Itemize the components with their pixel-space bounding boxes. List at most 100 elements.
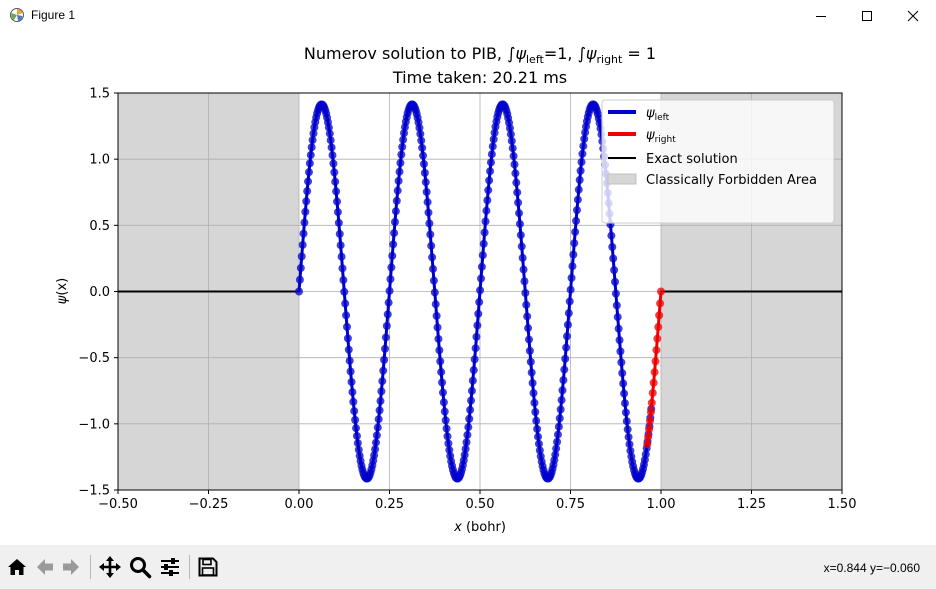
configure-subplots-button[interactable]	[157, 554, 183, 580]
series-left-point	[515, 209, 524, 218]
series-left-point	[527, 368, 536, 377]
series-left-point	[389, 240, 398, 249]
figure-canvas[interactable]: −0.50 −0.25 0.00 0.25 0.50 0.75 1.00 1.25 1.50 −1…	[0, 31, 936, 545]
series-left-point	[466, 405, 475, 414]
series-left-point	[463, 430, 472, 439]
chart[interactable]: −0.50 −0.25 0.00 0.25 0.50 0.75 1.00 1.25 1.50 −1…	[0, 31, 936, 545]
forward-button[interactable]	[58, 554, 84, 580]
series-left-point	[488, 142, 497, 151]
series-left-point	[620, 399, 629, 408]
series-right-point	[649, 378, 658, 387]
series-left-point	[462, 438, 471, 447]
legend-forbidden-label: Classically Forbidden Area	[646, 173, 817, 188]
series-left-point	[385, 286, 394, 295]
series-left-point	[394, 176, 403, 185]
series-left-point	[532, 416, 541, 425]
matplotlib-icon	[10, 8, 24, 22]
series-right-point	[644, 433, 653, 442]
series-left-point	[565, 297, 574, 306]
series-left-point	[617, 358, 626, 367]
y-tick-label: 0.0	[89, 285, 110, 300]
series-left-point	[552, 444, 561, 453]
series-left-point	[465, 414, 474, 423]
series-right-point	[652, 346, 661, 355]
sliders-icon	[161, 558, 179, 576]
y-tick-label: 1.0	[89, 153, 110, 168]
series-left-point	[620, 389, 629, 398]
series-left-point	[612, 301, 621, 310]
series-left-point	[423, 198, 432, 207]
series-left-point	[559, 376, 568, 385]
series-left-point	[386, 275, 395, 284]
series-left-point	[351, 415, 360, 424]
zoom-icon	[130, 557, 152, 579]
series-left-point	[334, 218, 343, 227]
minimize-button[interactable]	[798, 0, 844, 31]
series-left-point	[477, 274, 485, 283]
series-left-point	[564, 309, 573, 318]
x-tick-label: 1.25	[737, 497, 766, 512]
series-left-point	[534, 432, 543, 441]
series-left-point	[350, 407, 359, 416]
series-left-point	[390, 218, 399, 227]
save-button[interactable]	[195, 554, 221, 580]
series-left-point	[399, 135, 408, 144]
series-left-point	[371, 445, 380, 454]
series-left-point	[556, 405, 565, 414]
series-left-point	[460, 450, 469, 459]
legend: ψleft ψright Exact solution Classically …	[601, 99, 835, 224]
series-left-point	[438, 388, 447, 397]
series-left-point	[514, 198, 523, 207]
series-left-point	[526, 357, 535, 366]
series-left-point	[375, 406, 384, 415]
series-left-point	[425, 219, 434, 228]
series-left-point	[461, 444, 470, 453]
series-left-point	[400, 129, 409, 138]
series-left-point	[421, 178, 430, 187]
series-left-point	[347, 377, 356, 386]
series-left-point	[615, 336, 624, 345]
series-left-point	[346, 367, 355, 376]
series-left-point	[625, 440, 634, 449]
series-left-point	[618, 369, 627, 378]
series-left-point	[481, 217, 490, 226]
home-button[interactable]	[4, 554, 30, 580]
series-left-point	[376, 397, 385, 406]
series-left-point	[562, 343, 571, 352]
series-left-point	[621, 408, 630, 417]
series-right-point	[645, 425, 654, 434]
series-left-point	[377, 387, 386, 396]
series-left-point	[515, 219, 524, 228]
series-left-point	[551, 450, 560, 459]
series-left-point	[390, 229, 399, 238]
back-button[interactable]	[32, 554, 58, 580]
series-left-point	[524, 335, 533, 344]
series-left-point	[338, 264, 347, 273]
maximize-button[interactable]	[844, 0, 890, 31]
series-left-point	[474, 309, 483, 318]
series-left-point	[419, 151, 428, 160]
legend-left-label: ψleft	[646, 106, 670, 123]
minimize-icon	[816, 15, 826, 17]
close-button[interactable]	[890, 0, 936, 31]
close-icon	[907, 10, 919, 21]
series-left-point	[443, 432, 452, 441]
series-left-point	[295, 287, 303, 296]
series-left-point	[478, 251, 487, 260]
series-left-point	[471, 344, 480, 353]
home-icon	[8, 559, 26, 575]
series-right-point	[650, 368, 659, 377]
series-left-point	[508, 144, 517, 153]
series-left-point	[300, 218, 309, 227]
series-left-point	[531, 408, 540, 416]
series-left-point	[579, 142, 588, 151]
series-left-point	[524, 324, 533, 333]
series-right-point	[643, 440, 652, 449]
series-left-point	[445, 446, 454, 455]
zoom-button[interactable]	[127, 554, 153, 580]
series-left-point	[339, 276, 348, 285]
pan-button[interactable]	[97, 554, 123, 580]
series-left-point	[340, 287, 349, 296]
series-left-point	[305, 159, 314, 168]
series-left-point	[380, 355, 389, 364]
